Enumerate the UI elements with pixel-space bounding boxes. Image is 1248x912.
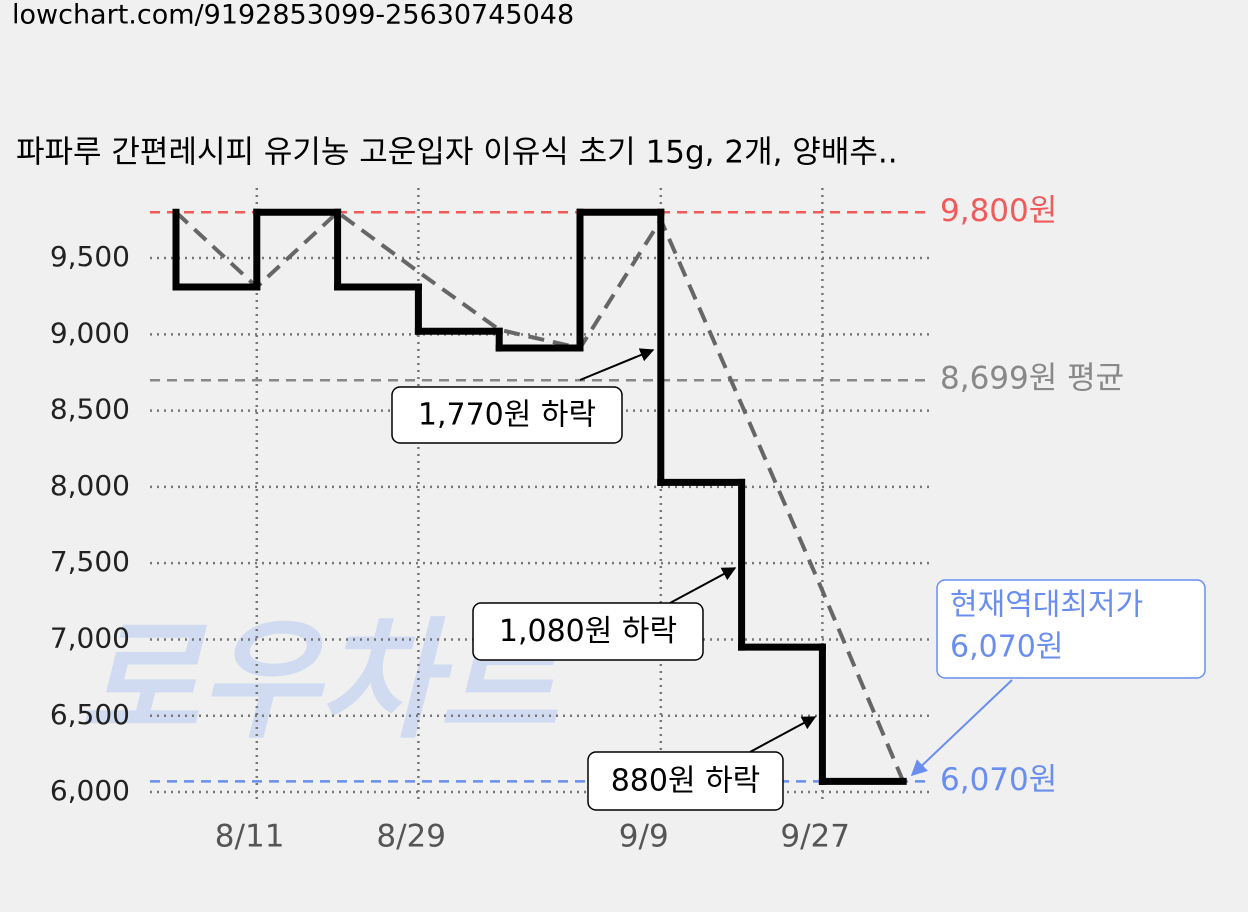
x-tick-label: 8/11 <box>215 819 285 855</box>
x-tick-label: 9/9 <box>619 819 669 855</box>
y-tick-label: 6,000 <box>50 774 130 807</box>
y-tick-label: 6,500 <box>50 698 130 731</box>
annotation-text: 1,770원 하락 <box>418 398 596 433</box>
x-tick-label: 9/27 <box>780 819 850 855</box>
reference-label: 9,800원 <box>940 193 1057 229</box>
y-tick-label: 8,000 <box>50 469 130 502</box>
annotation-text: 1,080원 하락 <box>499 614 677 649</box>
callout-arrow <box>910 679 1013 777</box>
callout-text: 6,070원 <box>950 630 1063 665</box>
reference-label: 6,070원 <box>940 762 1057 798</box>
annotation-box <box>587 751 784 811</box>
reference-label: 8,699원 평균 <box>940 361 1124 397</box>
y-tick-label: 9,500 <box>50 240 130 273</box>
trend-line <box>174 209 906 783</box>
annotation-arrow <box>749 716 817 753</box>
annotation-box <box>391 386 623 444</box>
x-tick-label: 8/29 <box>376 819 446 855</box>
y-tick-label: 7,000 <box>50 621 130 654</box>
callout-box <box>936 579 1206 679</box>
y-tick-label: 9,000 <box>50 316 130 349</box>
url: lowchart.com/9192853099-25630745048 <box>12 0 574 31</box>
annotation-text: 880원 하락 <box>611 764 761 799</box>
callout-text: 현재역대최저가 <box>950 588 1143 623</box>
annotation-box <box>472 602 704 661</box>
y-tick-label: 7,500 <box>50 545 130 578</box>
chart-title: 파파루 간편레시피 유기농 고운입자 이유식 초기 15g, 2개, 양배추.. <box>16 135 898 171</box>
annotation-arrow <box>579 348 655 381</box>
annotation-arrow <box>669 567 737 604</box>
y-tick-label: 8,500 <box>50 393 130 426</box>
